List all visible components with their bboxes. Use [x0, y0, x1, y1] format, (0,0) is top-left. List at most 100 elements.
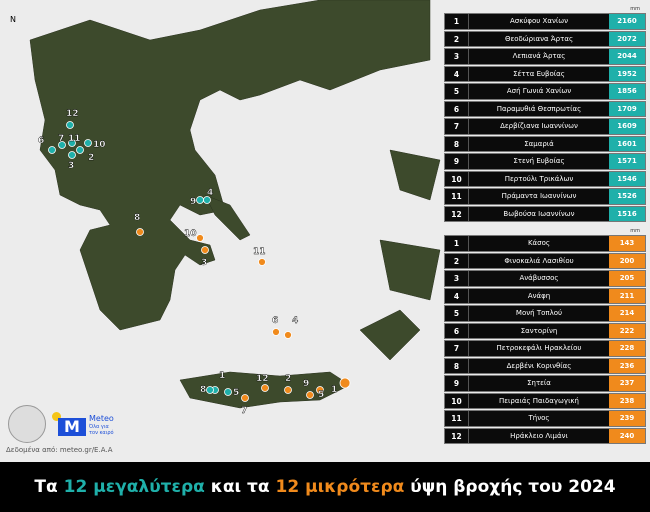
- rain-value: 1571: [609, 154, 645, 169]
- smallest-marker[interactable]: [339, 377, 351, 389]
- rain-value: 240: [609, 428, 645, 443]
- meteo-tagline: Όλα για τον καιρό: [89, 424, 114, 436]
- largest-marker[interactable]: [58, 141, 66, 149]
- table-row: 5 Ασή Γωνιά Χανίων 1856: [444, 83, 646, 100]
- rank: 5: [445, 84, 469, 99]
- station-name: Θεοδώριανα Άρτας: [504, 34, 574, 43]
- table-row: 5 Μονή Τοπλού 214: [444, 305, 646, 322]
- station-name: Βωβούσα Ιωαννίνων: [503, 209, 575, 218]
- station-name: Σαμαριά: [524, 139, 554, 148]
- station-name: Σέττα Ευβοίας: [513, 69, 565, 78]
- largest-marker-label: 6: [38, 136, 44, 146]
- table-row: 10 Πειραιάς Παιδαγωγική 238: [444, 392, 646, 409]
- smallest-marker[interactable]: [201, 246, 209, 254]
- smallest-marker-label: 4: [292, 316, 298, 326]
- largest-marker-label: 3: [68, 161, 74, 171]
- smallest-marker-label: 2: [285, 374, 291, 384]
- table-row: 12 Βωβούσα Ιωαννίνων 1516: [444, 205, 646, 222]
- largest-marker-label: 2: [88, 153, 94, 163]
- title-part: και τα: [204, 477, 276, 497]
- rain-value: 1609: [609, 119, 645, 134]
- table-row: 11 Πράμαντα Ιωαννίνων 1526: [444, 188, 646, 205]
- eaa-seal-logo: [8, 405, 46, 443]
- smallest-marker-label: 3: [201, 258, 207, 268]
- rain-value: 1709: [609, 101, 645, 116]
- smallest-marker[interactable]: [272, 328, 280, 336]
- largest-marker-label: 11: [68, 134, 81, 144]
- rank: 10: [445, 393, 469, 408]
- largest-marker[interactable]: [66, 121, 74, 129]
- smallest-marker[interactable]: [136, 228, 144, 236]
- smallest-table: mm 1 Κάσος 143 2 Φινοκαλιά Λασιθίου 200 3 Ανάβυ…: [444, 228, 646, 445]
- smallest-marker-label: 11: [253, 247, 266, 257]
- station-name: Ανάβυσσος: [519, 274, 559, 283]
- smallest-marker-label: 12: [256, 374, 269, 384]
- rank: 2: [445, 31, 469, 46]
- station-name: Δερβένι Κορινθίας: [506, 361, 572, 370]
- table-row: 2 Θεοδώριανα Άρτας 2072: [444, 30, 646, 47]
- largest-marker[interactable]: [68, 139, 76, 147]
- station-name: Μονή Τοπλού: [515, 309, 563, 318]
- rank: 10: [445, 171, 469, 186]
- rain-value: 238: [609, 393, 645, 408]
- largest-marker[interactable]: [224, 388, 232, 396]
- rank: 9: [445, 154, 469, 169]
- largest-marker[interactable]: [84, 139, 92, 147]
- station-name: Λεπιανά Άρτας: [512, 52, 566, 61]
- rank: 3: [445, 49, 469, 64]
- smallest-marker-label: 9: [303, 379, 309, 389]
- smallest-marker[interactable]: [261, 384, 269, 392]
- station-name: Ασκύφου Χανίων: [509, 17, 569, 26]
- rank: 12: [445, 428, 469, 443]
- rain-value: 236: [609, 358, 645, 373]
- largest-marker[interactable]: [76, 146, 84, 154]
- rank: 11: [445, 411, 469, 426]
- rank: 2: [445, 253, 469, 268]
- rank: 7: [445, 341, 469, 356]
- smallest-marker[interactable]: [284, 386, 292, 394]
- smallest-marker[interactable]: [316, 386, 324, 394]
- table-row: 3 Ανάβυσσος 205: [444, 270, 646, 287]
- title-part: ύψη βροχής του 2024: [404, 477, 616, 497]
- rank: 1: [445, 14, 469, 29]
- smallest-marker-label: 1: [331, 385, 337, 395]
- table-row: 8 Δερβένι Κορινθίας 236: [444, 357, 646, 374]
- rain-value: 143: [609, 236, 645, 251]
- rain-value: 1952: [609, 66, 645, 81]
- rank: 6: [445, 323, 469, 338]
- unit-label: mm: [630, 228, 640, 234]
- rain-value: 237: [609, 376, 645, 391]
- smallest-marker[interactable]: [306, 391, 314, 399]
- largest-marker-label: 5: [233, 388, 239, 398]
- title-banner: Τα 12 μεγαλύτερα και τα 12 μικρότερα ύψη…: [0, 462, 650, 512]
- smallest-marker[interactable]: [258, 258, 266, 266]
- smallest-marker[interactable]: [196, 234, 204, 242]
- smallest-marker-label: 7: [241, 406, 247, 416]
- station-name: Πράμαντα Ιωαννίνων: [501, 192, 577, 201]
- rain-value: 239: [609, 411, 645, 426]
- smallest-marker-label: 10: [184, 229, 197, 239]
- rain-value: 1516: [609, 206, 645, 221]
- table-row: 1 Κάσος 143: [444, 235, 646, 252]
- largest-marker-label: 4: [207, 188, 213, 198]
- rain-value: 1856: [609, 84, 645, 99]
- smallest-marker[interactable]: [284, 331, 292, 339]
- largest-marker[interactable]: [206, 386, 214, 394]
- station-name: Περτούλι Τρικάλων: [504, 174, 574, 183]
- largest-marker[interactable]: [48, 146, 56, 154]
- smallest-marker[interactable]: [241, 394, 249, 402]
- rain-value: 1526: [609, 189, 645, 204]
- rank: 8: [445, 136, 469, 151]
- rain-value: 2072: [609, 31, 645, 46]
- station-name: Πειραιάς Παιδαγωγική: [498, 396, 579, 405]
- rain-value: 214: [609, 306, 645, 321]
- rain-value: 222: [609, 323, 645, 338]
- station-name: Ασή Γωνιά Χανίων: [506, 87, 572, 96]
- station-name: Δερβίζιανα Ιωαννίνων: [500, 122, 578, 131]
- rain-value: 228: [609, 341, 645, 356]
- rain-value: 1601: [609, 136, 645, 151]
- largest-marker[interactable]: [68, 151, 76, 159]
- largest-marker[interactable]: [196, 196, 204, 204]
- rain-value: 2044: [609, 49, 645, 64]
- title-smallest: 12 μικρότερα: [275, 477, 405, 497]
